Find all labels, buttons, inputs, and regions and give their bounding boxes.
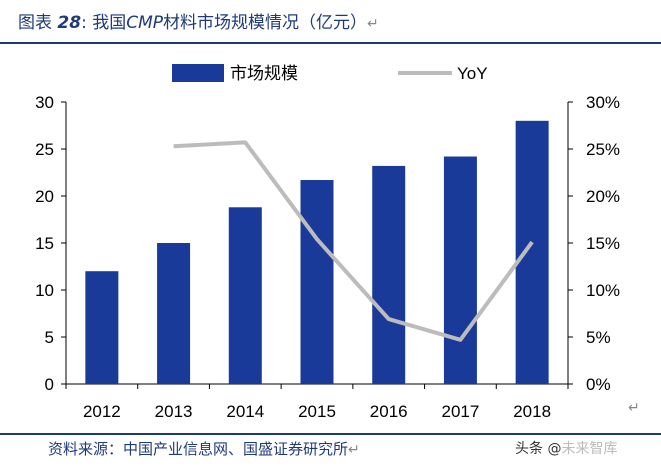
- top-rule: [0, 42, 661, 44]
- return-mark: ↵: [348, 442, 360, 458]
- legend-label-bar: 市场规模: [230, 64, 298, 83]
- x-tick-label: 2018: [513, 402, 551, 421]
- y2-tick-label: 10%: [586, 281, 620, 300]
- bar: [300, 180, 334, 384]
- y2-tick-label: 20%: [586, 187, 620, 206]
- y-tick-label: 25: [35, 140, 54, 159]
- watermark-tail: 未来智库: [561, 441, 618, 457]
- x-tick-label: 2012: [83, 402, 121, 421]
- caption-number: 28: [57, 13, 82, 33]
- bar: [228, 207, 262, 384]
- caption-colon: :: [81, 13, 87, 33]
- bar: [372, 165, 406, 384]
- x-tick-label: 2013: [155, 402, 193, 421]
- x-tick-label: 2014: [226, 402, 264, 421]
- watermark-lead: 头条 @: [515, 441, 562, 457]
- source-note: 资料来源：中国产业信息网、国盛证券研究所↵: [48, 438, 360, 459]
- yoy-line: [173, 140, 534, 342]
- y-tick-label: 5: [45, 328, 54, 347]
- source-text: 资料来源：中国产业信息网、国盛证券研究所: [48, 440, 349, 458]
- y2-tick-label: 5%: [586, 328, 611, 347]
- y-tick-label: 0: [45, 375, 54, 394]
- y-tick-label: 15: [35, 234, 54, 253]
- x-tick-label: 2016: [370, 402, 408, 421]
- y-tick-label: 20: [35, 187, 54, 206]
- bottom-rule: [0, 433, 661, 435]
- watermark: 头条 @未来智库: [515, 438, 617, 458]
- y2-tick-label: 30%: [586, 93, 620, 112]
- caption-title-end: 材料市场规模情况（亿元）: [163, 13, 368, 33]
- figure-caption: 图表 28: 我国CMP材料市场规模情况（亿元）↵: [18, 8, 379, 33]
- x-tick-label: 2015: [298, 402, 336, 421]
- caption-title-em: CMP: [126, 13, 164, 33]
- y2-tick-label: 0%: [586, 375, 611, 394]
- bar: [85, 271, 119, 384]
- x-tick-label: 2017: [442, 402, 480, 421]
- y2-tick-label: 25%: [586, 140, 620, 159]
- y-tick-label: 10: [35, 281, 54, 300]
- y-tick-label: 30: [35, 93, 54, 112]
- caption-prefix: 图表: [18, 13, 52, 33]
- bar: [157, 243, 191, 384]
- return-mark: ↵: [367, 16, 379, 32]
- legend-label-line: YoY: [457, 64, 488, 83]
- return-mark: ↵: [628, 400, 640, 416]
- bar: [443, 156, 477, 384]
- caption-title-start: 我国: [92, 13, 127, 33]
- y2-tick-label: 15%: [586, 234, 620, 253]
- legend-swatch-bar: [172, 64, 224, 82]
- bar: [515, 120, 549, 385]
